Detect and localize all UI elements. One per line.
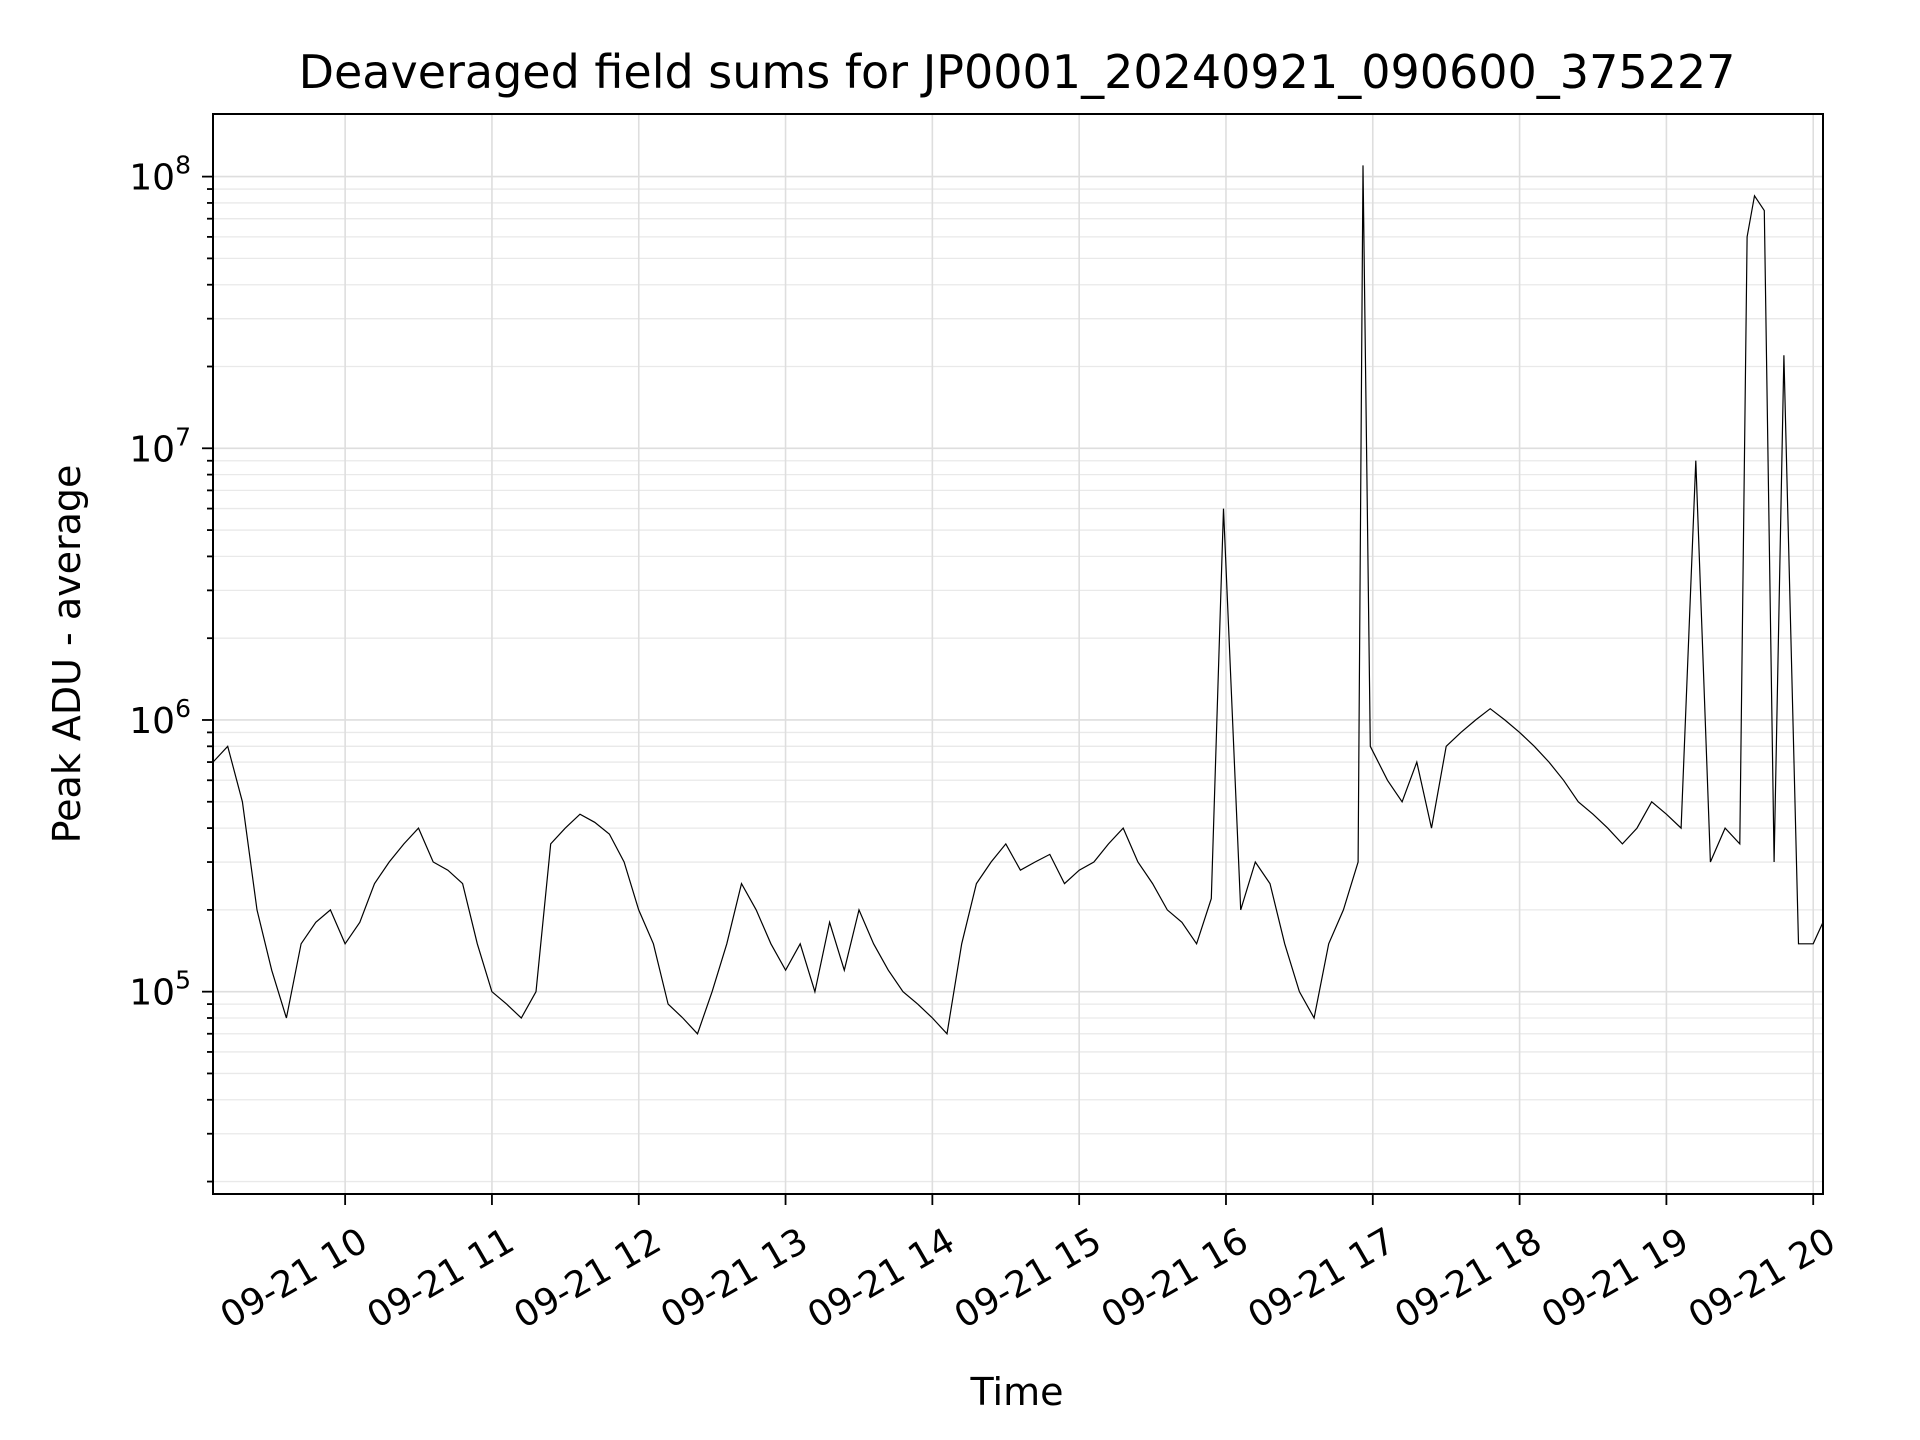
- x-tick-label: 09-21 13: [654, 1220, 815, 1336]
- x-tick-label: 09-21 12: [507, 1220, 668, 1336]
- y-tick-label: 107: [129, 422, 191, 470]
- x-tick-label: 09-21 16: [1095, 1220, 1256, 1336]
- x-tick-label: 09-21 11: [361, 1220, 522, 1336]
- y-tick-label: 108: [129, 151, 191, 199]
- x-tick-label: 09-21 20: [1682, 1220, 1843, 1336]
- series-line: [212, 165, 1824, 1036]
- y-axis-label: Peak ADU - average: [45, 465, 89, 844]
- minor-gridlines: [213, 188, 1823, 1183]
- plot-frame: [212, 113, 1824, 1195]
- x-tick-label: 09-21 19: [1535, 1220, 1696, 1336]
- y-axis: 105 106 107 108: [129, 151, 213, 1183]
- x-tick-label: 09-21 17: [1241, 1220, 1402, 1336]
- x-tick-label: 09-21 14: [801, 1220, 962, 1336]
- series-layer: [212, 165, 1824, 1036]
- x-tick-label: 09-21 18: [1388, 1220, 1549, 1336]
- x-tick-label: 09-21 10: [214, 1220, 375, 1336]
- y-tick-label: 106: [129, 694, 191, 742]
- chart-title: Deaveraged field sums for JP0001_2024092…: [299, 45, 1736, 99]
- y-tick-label: 105: [129, 966, 191, 1014]
- x-tick-label: 09-21 15: [948, 1220, 1109, 1336]
- major-gridlines: [213, 114, 1823, 1194]
- x-axis-label: Time: [970, 1370, 1064, 1414]
